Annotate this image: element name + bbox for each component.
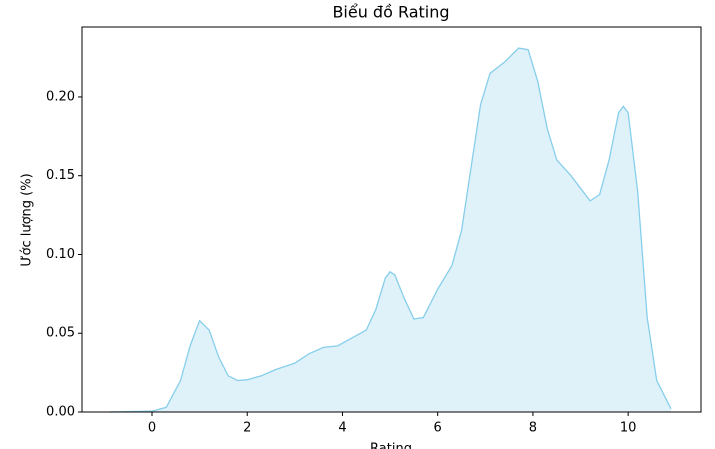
y-tick-label: 0.10 xyxy=(46,247,75,262)
x-tick-label: 10 xyxy=(620,421,637,436)
y-axis-label: Ước lượng (%) xyxy=(20,173,35,266)
x-tick-label: 6 xyxy=(434,421,442,436)
y-tick-label: 0.00 xyxy=(46,405,75,420)
area-fill xyxy=(109,48,672,413)
x-tick-label: 2 xyxy=(243,421,251,436)
x-tick-label: 4 xyxy=(338,421,346,436)
density-line xyxy=(109,47,672,413)
y-tick-label: 0.20 xyxy=(46,89,75,104)
x-axis-label: Rating xyxy=(370,442,412,449)
y-tick-label: 0.15 xyxy=(46,168,75,183)
x-tick-label: 8 xyxy=(529,421,537,436)
chart-title: Biểu đồ Rating xyxy=(332,3,449,22)
y-tick-label: 0.05 xyxy=(46,326,75,341)
x-tick-label: 0 xyxy=(148,421,156,436)
plot-frame xyxy=(81,26,702,413)
